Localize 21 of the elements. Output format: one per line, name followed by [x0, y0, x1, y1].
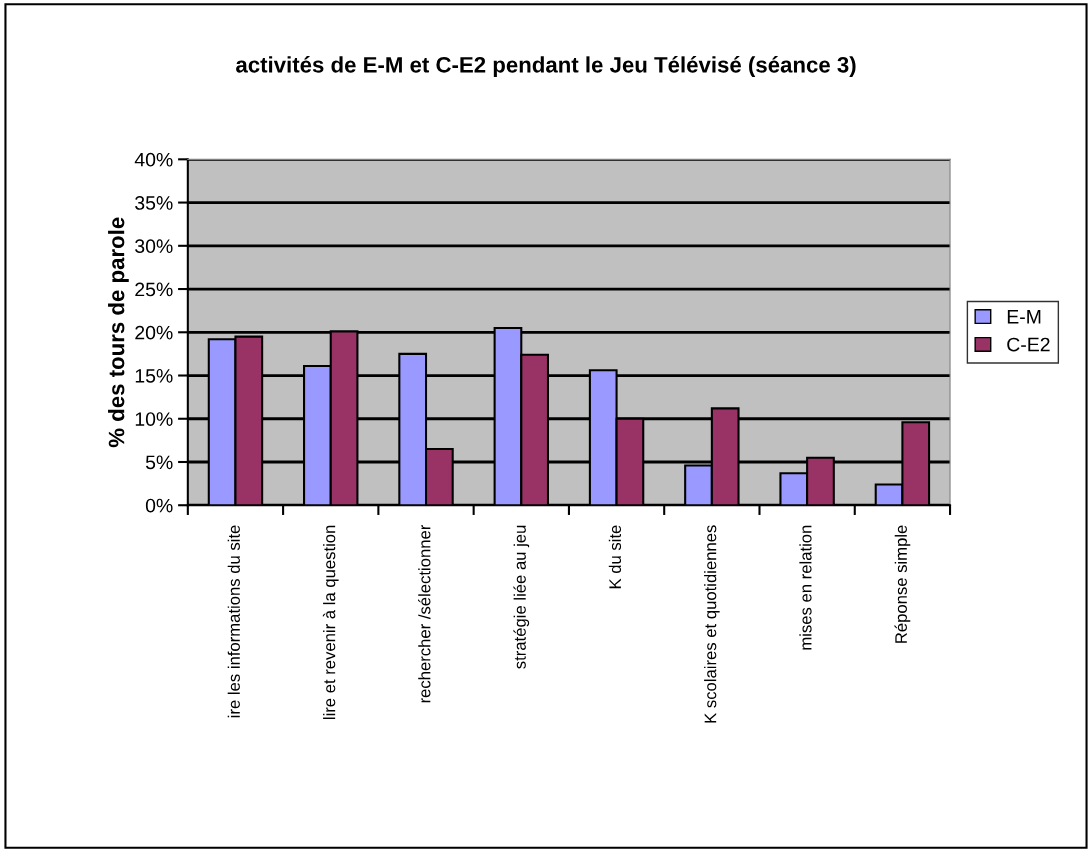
x-tick-label: mises en relation	[799, 525, 812, 650]
y-tick-label: 35%	[135, 196, 173, 210]
x-tick-label: stratégie liée au jeu	[513, 525, 530, 669]
x-tick-label: K du site	[608, 525, 622, 589]
legend-label: E-M	[1007, 310, 1041, 324]
x-tick-label: ire les informations du site	[227, 525, 240, 718]
x-tick-label: Réponse simple	[894, 525, 911, 643]
chart-title: activités de E-M et C-E2 pendant le Jeu Télévisé (séance 3)	[236, 56, 856, 78]
y-tick-label: 40%	[134, 152, 173, 167]
y-axis-title: % des tours de parole	[108, 217, 129, 448]
y-tick-label: 30%	[135, 239, 173, 254]
x-tick-label: lire et revenir à la question	[322, 525, 339, 720]
x-tick-label: rechercher /sélectionner	[418, 524, 431, 703]
y-tick-label: 5%	[145, 455, 173, 470]
legend-label: C-E2	[1007, 337, 1050, 352]
y-tick-label: 25%	[135, 282, 173, 297]
y-tick-label: 20%	[135, 325, 173, 340]
y-tick-label: 15%	[135, 369, 173, 383]
x-tick-label: K scolaires et quotidiennes	[704, 525, 720, 723]
y-tick-label: 0%	[145, 498, 173, 513]
y-tick-label: 10%	[135, 412, 173, 426]
